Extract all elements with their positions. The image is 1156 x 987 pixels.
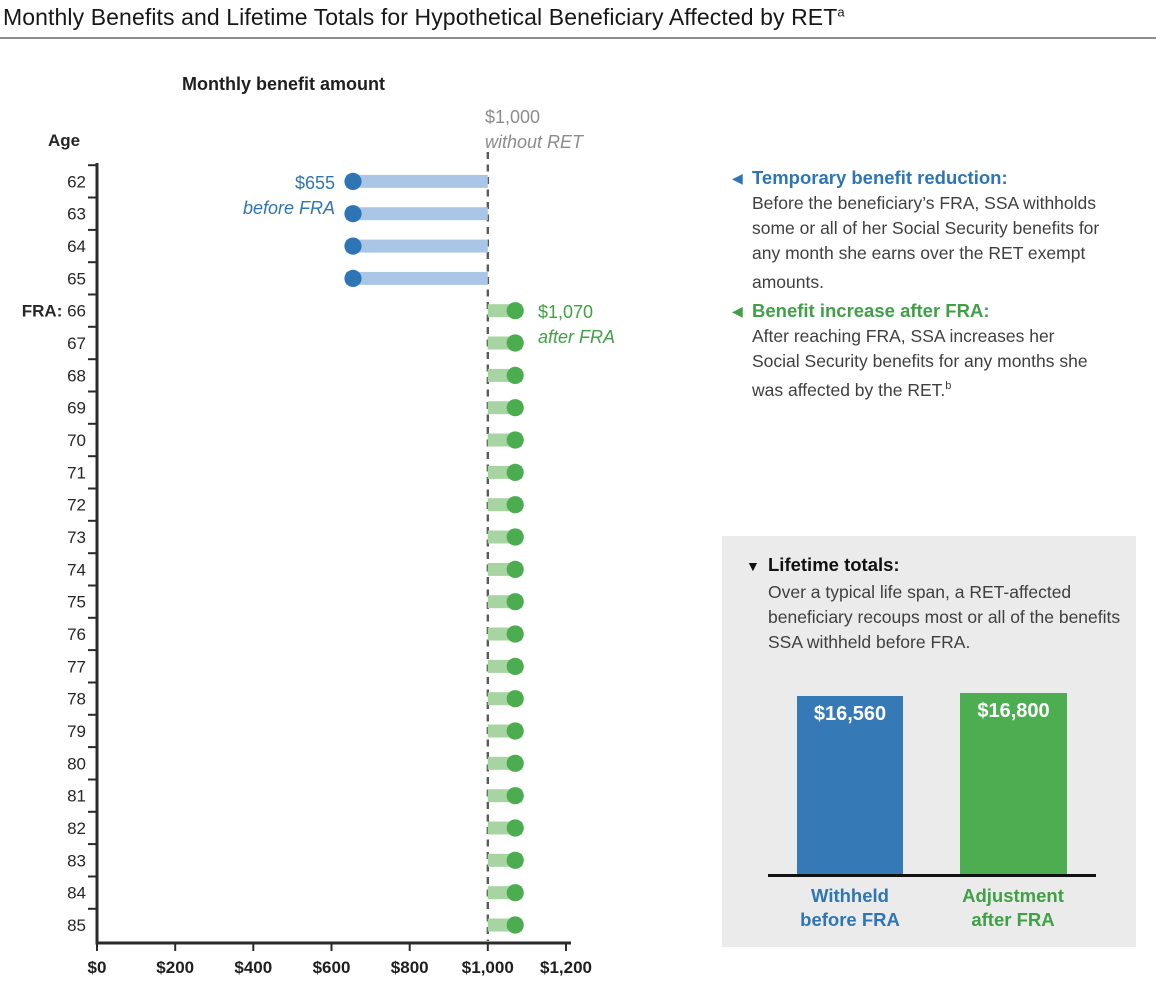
benefit-dot [506, 366, 524, 384]
annotation-body: Before the beneficiary’s FRA, SSA withho… [752, 193, 1100, 292]
annotation-header: ◀ Benefit increase after FRA: [732, 299, 1132, 322]
age-label: 67 [67, 334, 86, 353]
benefit-dot [506, 560, 524, 579]
bar-baseline [768, 874, 1096, 877]
annotation-header: ◀ Temporary benefit reduction: [732, 166, 1132, 189]
age-label: 82 [67, 819, 86, 838]
age-label: 74 [67, 560, 86, 579]
x-tick-label: $0 [88, 958, 107, 977]
age-label: 71 [67, 463, 86, 482]
age-label: 83 [67, 851, 86, 870]
annotation-title: Benefit increase after FRA: [752, 300, 990, 321]
before-fra-sublabel: before FRA [242, 198, 335, 218]
benefit-dot [506, 916, 524, 934]
page-title: Monthly Benefits and Lifetime Totals for… [3, 4, 845, 31]
annotation-benefit-increase: ◀ Benefit increase after FRA: After reac… [732, 299, 1132, 403]
age-label: 79 [67, 722, 86, 741]
withheld-bar [346, 239, 488, 253]
benefit-dot [506, 528, 524, 546]
y-axis-title: Age [48, 131, 81, 150]
benefit-dot [506, 463, 524, 481]
lifetime-totals-title: Lifetime totals: [768, 554, 900, 575]
age-label: 72 [67, 496, 86, 515]
age-label: 77 [67, 657, 86, 676]
bar-category-adjustment: Adjustment after FRA [962, 885, 1064, 930]
x-tick-label: $1,200 [540, 958, 592, 977]
age-label: 75 [67, 593, 86, 612]
age-label: 78 [67, 690, 86, 709]
monthly-chart-title: Monthly benefit amount [182, 74, 385, 94]
age-label: 80 [67, 754, 86, 773]
benefit-dot [506, 884, 524, 902]
age-label: 68 [67, 366, 86, 385]
page-title-text: Monthly Benefits and Lifetime Totals for… [3, 4, 838, 30]
left-arrow-icon: ◀ [732, 170, 743, 186]
benefit-dot [344, 172, 362, 190]
footnote-mark: b [945, 380, 952, 392]
benefit-dot [506, 593, 524, 611]
age-label: 70 [67, 431, 86, 450]
title-footnote-mark: a [837, 4, 845, 20]
bar-category-withheld: Withheld before FRA [800, 885, 900, 930]
benefit-dot [506, 690, 524, 708]
age-label: 65 [67, 269, 86, 288]
benefit-dot [506, 754, 524, 772]
benefit-dot [506, 334, 524, 352]
benefit-dot [506, 399, 524, 417]
age-label: 76 [67, 625, 86, 644]
benefit-dot [506, 819, 524, 837]
age-label-fra: FRA: 66 [22, 302, 86, 321]
benefit-dot [506, 851, 524, 869]
reference-sublabel: without RET [485, 132, 584, 152]
annotation-body: After reaching FRA, SSA increases her So… [752, 326, 1088, 400]
benefit-dot [344, 237, 362, 255]
benefit-dot [506, 625, 524, 643]
benefit-dot [344, 205, 362, 223]
benefit-dot [506, 722, 524, 740]
bar-value-label: $16,560 [813, 703, 887, 725]
reference-amount: $1,000 [485, 107, 541, 127]
bar-withheld-before-fra: $16,560 [797, 696, 903, 874]
age-label: 73 [67, 528, 86, 547]
down-arrow-icon: ▼ [746, 558, 760, 574]
age-label: 84 [67, 884, 86, 903]
x-tick-label: $600 [313, 958, 351, 977]
x-tick-label: $200 [156, 958, 194, 977]
bar-adjustment-after-fra: $16,800 [960, 693, 1067, 874]
left-arrow-icon: ◀ [732, 303, 743, 319]
lifetime-totals-panel: ▼ Lifetime totals: Over a typical life s… [722, 536, 1136, 947]
age-label: 63 [67, 205, 86, 224]
title-underline [0, 37, 1156, 39]
age-label: 62 [67, 172, 86, 191]
benefit-dot [506, 431, 524, 449]
benefit-dot [506, 496, 524, 514]
withheld-bar [346, 207, 488, 221]
age-label: 69 [67, 399, 86, 418]
benefit-dot [506, 787, 524, 805]
x-tick-label: $400 [234, 958, 272, 977]
before-fra-amount: $655 [294, 173, 335, 193]
age-label: 85 [67, 916, 86, 935]
before-fra-label: $655 before FRA [175, 171, 335, 221]
benefit-dot [506, 657, 524, 676]
withheld-bar [346, 174, 488, 188]
lifetime-totals-description: Over a typical life span, a RET-affected… [768, 582, 1121, 652]
after-fra-amount: $1,070 [538, 302, 594, 322]
benefit-dot [344, 269, 362, 287]
age-label: 81 [67, 787, 86, 806]
withheld-bar [346, 271, 488, 285]
after-fra-sublabel: after FRA [538, 327, 616, 347]
x-tick-label: $800 [391, 958, 429, 977]
bar-value-label: $16,800 [977, 700, 1050, 722]
after-fra-label: $1,070 after FRA [538, 300, 615, 350]
annotation-temporary-reduction: ◀ Temporary benefit reduction: Before th… [732, 166, 1132, 295]
benefit-dot [506, 302, 524, 320]
lifetime-totals-header: ▼ Lifetime totals: [746, 553, 900, 577]
x-tick-label: $1,000 [462, 958, 514, 977]
reference-line-label: $1,000 without RET [485, 105, 583, 155]
annotation-title: Temporary benefit reduction: [752, 167, 1008, 188]
age-label: 64 [67, 237, 86, 256]
